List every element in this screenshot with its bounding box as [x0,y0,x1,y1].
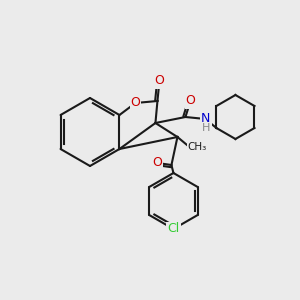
Text: O: O [185,94,195,107]
Text: N: N [201,112,210,125]
Text: H: H [202,123,211,133]
Text: Cl: Cl [167,223,180,236]
Text: CH₃: CH₃ [188,142,207,152]
Text: O: O [154,74,164,88]
Text: O: O [152,157,162,169]
Text: O: O [130,97,140,110]
